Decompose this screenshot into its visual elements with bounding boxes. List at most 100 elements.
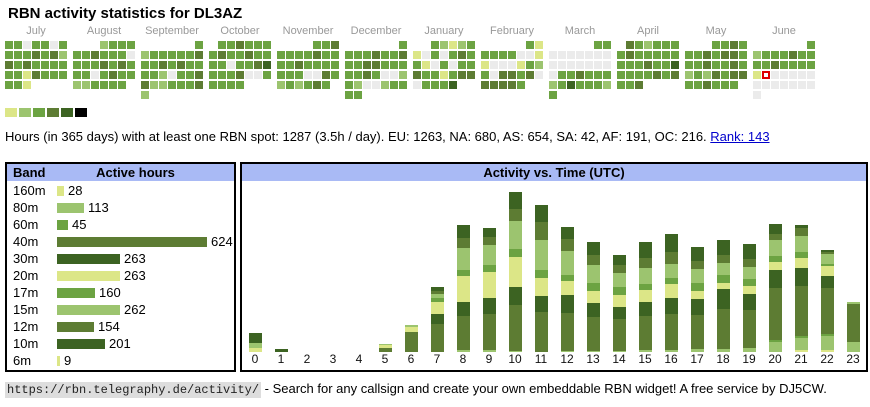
calendar-day — [5, 81, 13, 89]
calendar-day — [413, 61, 421, 69]
month-label: April — [636, 25, 659, 37]
calendar-day — [644, 71, 652, 79]
hour-label: 2 — [303, 352, 311, 366]
band-label: 80m — [13, 200, 39, 215]
service-url: https://rbn.telegraphy.de/activity/ — [5, 382, 262, 398]
calendar-day — [422, 71, 430, 79]
bar-segment-80m — [560, 351, 574, 352]
calendar-day — [168, 81, 176, 89]
hour-column — [372, 181, 398, 352]
stacked-bar — [664, 234, 678, 352]
calendar-day — [653, 61, 661, 69]
hour-label: 17 — [690, 352, 704, 366]
calendar-day — [322, 41, 330, 49]
stacked-bar — [508, 192, 522, 352]
bar-segment-12m — [768, 234, 782, 240]
calendar-day — [168, 71, 176, 79]
month-grid — [345, 41, 407, 99]
hour-column — [606, 181, 632, 352]
calendar-day — [14, 71, 22, 79]
calendar-day — [59, 51, 67, 59]
bar-segment-30m — [612, 307, 626, 319]
calendar-day — [558, 71, 566, 79]
calendar-day — [322, 51, 330, 59]
calendar-day — [481, 61, 489, 69]
calendar-day — [671, 71, 679, 79]
calendar-day — [467, 41, 475, 49]
hour-label: 16 — [664, 352, 678, 366]
hour-column — [242, 181, 268, 352]
bar-segment-15m — [508, 221, 522, 249]
calendar-day — [798, 61, 806, 69]
calendar-day — [218, 51, 226, 59]
bar-segment-15m — [690, 269, 704, 283]
rank-link[interactable]: Rank: 143 — [710, 129, 770, 144]
calendar-day — [449, 51, 457, 59]
band-row: 160m 28 — [7, 183, 234, 199]
bar-segment-80m — [248, 343, 262, 348]
month-label: January — [424, 25, 464, 37]
calendar-day — [195, 81, 203, 89]
calendar-day — [313, 51, 321, 59]
calendar-day — [354, 81, 362, 89]
calendar-day — [440, 81, 448, 89]
bar-segment-20m — [378, 345, 392, 348]
calendar-day — [458, 41, 466, 49]
calendar-month: July — [5, 25, 67, 99]
bar-segment-17m — [768, 256, 782, 262]
bar-segment-15m — [378, 344, 392, 345]
calendar-day — [753, 71, 761, 79]
bar-segment-10m — [612, 255, 626, 265]
calendar-day — [567, 61, 575, 69]
calendar-day — [789, 81, 797, 89]
calendar-day — [263, 41, 271, 49]
stacked-bar — [768, 224, 782, 352]
bar-segment-30m — [508, 287, 522, 305]
bar-segment-30m — [664, 298, 678, 314]
calendar-day — [345, 71, 353, 79]
calendar-month: August — [73, 25, 135, 99]
calendar-day — [168, 61, 176, 69]
calendar-day — [490, 51, 498, 59]
calendar-day — [431, 71, 439, 79]
calendar-day — [567, 51, 575, 59]
calendar-day — [653, 41, 661, 49]
calendar-day — [50, 71, 58, 79]
month-grid — [481, 41, 543, 89]
bar-segment-80m — [586, 351, 600, 352]
calendar-day — [626, 51, 634, 59]
calendar-day — [780, 61, 788, 69]
calendar-day — [186, 81, 194, 89]
calendar-day — [331, 61, 339, 69]
calendar-day — [50, 61, 58, 69]
calendar-day — [209, 61, 217, 69]
calendar-day — [449, 71, 457, 79]
bar-segment-30m — [742, 294, 756, 310]
calendar-day — [549, 61, 557, 69]
calendar-day — [127, 71, 135, 79]
month-grid — [617, 41, 679, 89]
calendar-day — [118, 41, 126, 49]
calendar-day — [526, 61, 534, 69]
hour-label: 5 — [381, 352, 389, 366]
calendar-day — [789, 51, 797, 59]
calendar-day — [771, 61, 779, 69]
calendar-day — [295, 61, 303, 69]
hour-axis-labels: 0 1 2 3 4 5 6 7 8 9 10 11 12 13 14 15 16 17 18 19 20 21 22 23 — [242, 352, 866, 368]
calendar-day — [626, 81, 634, 89]
calendar-day — [118, 61, 126, 69]
bar-segment-40m — [508, 305, 522, 351]
calendar-day — [517, 61, 525, 69]
band-hours-value: 160 — [99, 285, 121, 300]
bar-segment-15m — [560, 251, 574, 275]
calendar-day — [549, 91, 557, 99]
calendar-day — [73, 71, 81, 79]
bar-segment-30m — [456, 302, 470, 316]
calendar-day — [671, 41, 679, 49]
calendar-day — [694, 71, 702, 79]
calendar-day — [449, 81, 457, 89]
calendar-day — [762, 61, 770, 69]
calendar-day — [304, 51, 312, 59]
calendar-day — [458, 71, 466, 79]
calendar-month: December — [345, 25, 407, 99]
